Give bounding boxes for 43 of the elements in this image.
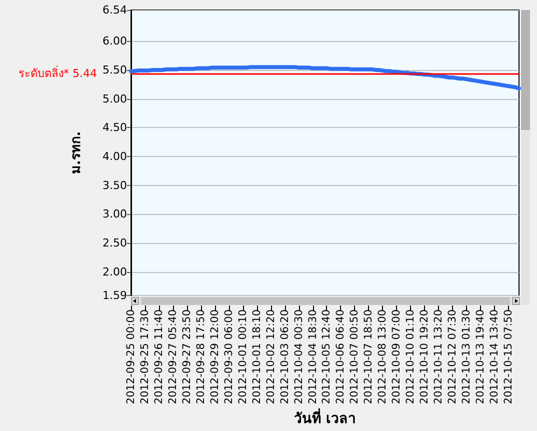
y-tick-label: 2.50 bbox=[102, 236, 127, 250]
y-tick-label: 6.54 bbox=[102, 4, 127, 16]
x-tick-label: 2012-09-29 12:00 bbox=[208, 309, 221, 404]
x-tick-label: 2012-10-02 12:20 bbox=[264, 309, 277, 404]
y-tick-label: 3.00 bbox=[102, 208, 127, 221]
y-axis-title: ม.รทก. bbox=[69, 131, 84, 174]
x-tick-label: 2012-10-13 19:40 bbox=[474, 309, 487, 404]
x-tick-label: 2012-09-28 17:50 bbox=[194, 309, 207, 404]
x-tick-label: 2012-10-12 07:30 bbox=[446, 309, 459, 404]
y-tick-label: 4.50 bbox=[102, 121, 127, 134]
y-tick-label: 4.00 bbox=[102, 150, 127, 163]
y-tick-label: 2.00 bbox=[102, 265, 127, 278]
x-tick-label: 2012-10-04 00:30 bbox=[292, 309, 305, 404]
x-tick-label: 2012-10-01 00:10 bbox=[236, 309, 249, 404]
x-tick-label: 2012-10-08 13:00 bbox=[376, 309, 389, 404]
y-tick-label: 5.00 bbox=[102, 92, 127, 106]
x-tick-label: 2012-10-04 18:30 bbox=[306, 309, 319, 404]
x-tick-label: 2012-10-05 12:40 bbox=[320, 309, 333, 404]
x-tick-label: 2012-10-13 01:30 bbox=[460, 309, 473, 404]
y-tick-label: 6.00 bbox=[102, 34, 127, 48]
x-tick-label: 2012-09-26 11:40 bbox=[152, 309, 165, 404]
x-tick-label: 2012-10-01 18:10 bbox=[250, 309, 263, 404]
x-axis-title: วันที่ เวลา bbox=[294, 408, 356, 427]
ref-line-label: ระดับตลิ่ง* 5.44 bbox=[18, 64, 97, 80]
x-tick-label: 2012-09-27 23:50 bbox=[180, 309, 193, 404]
x-tick-label: 2012-09-27 05:40 bbox=[166, 309, 179, 404]
y-tick-label: 5.50 bbox=[102, 63, 127, 76]
x-tick-label: 2012-10-11 13:20 bbox=[432, 309, 445, 404]
x-tick-label: 2012-10-10 19:20 bbox=[418, 309, 431, 404]
x-tick-label: 2012-10-10 01:10 bbox=[404, 309, 417, 404]
x-tick-label: 2012-09-25 17:30 bbox=[138, 309, 151, 404]
x-tick-label: 2012-10-15 07:50 bbox=[502, 309, 515, 404]
line-series bbox=[129, 65, 521, 90]
x-tick-label: 2012-09-30 06:00 bbox=[222, 309, 235, 404]
x-tick-label: 2012-10-07 18:50 bbox=[362, 309, 375, 404]
y-tick-label: 1.59 bbox=[102, 288, 127, 302]
x-tick-label: 2012-09-25 00:00 bbox=[125, 309, 137, 404]
x-tick-label: 2012-10-03 06:20 bbox=[278, 309, 291, 404]
x-tick-label: 2012-10-14 13:40 bbox=[488, 309, 501, 404]
x-tick-label: 2012-10-09 07:00 bbox=[390, 309, 403, 404]
x-tick-label: 2012-10-07 00:50 bbox=[348, 309, 361, 404]
y-tick-label: 3.50 bbox=[102, 178, 127, 192]
x-tick-label: 2012-10-06 06:40 bbox=[334, 309, 347, 404]
